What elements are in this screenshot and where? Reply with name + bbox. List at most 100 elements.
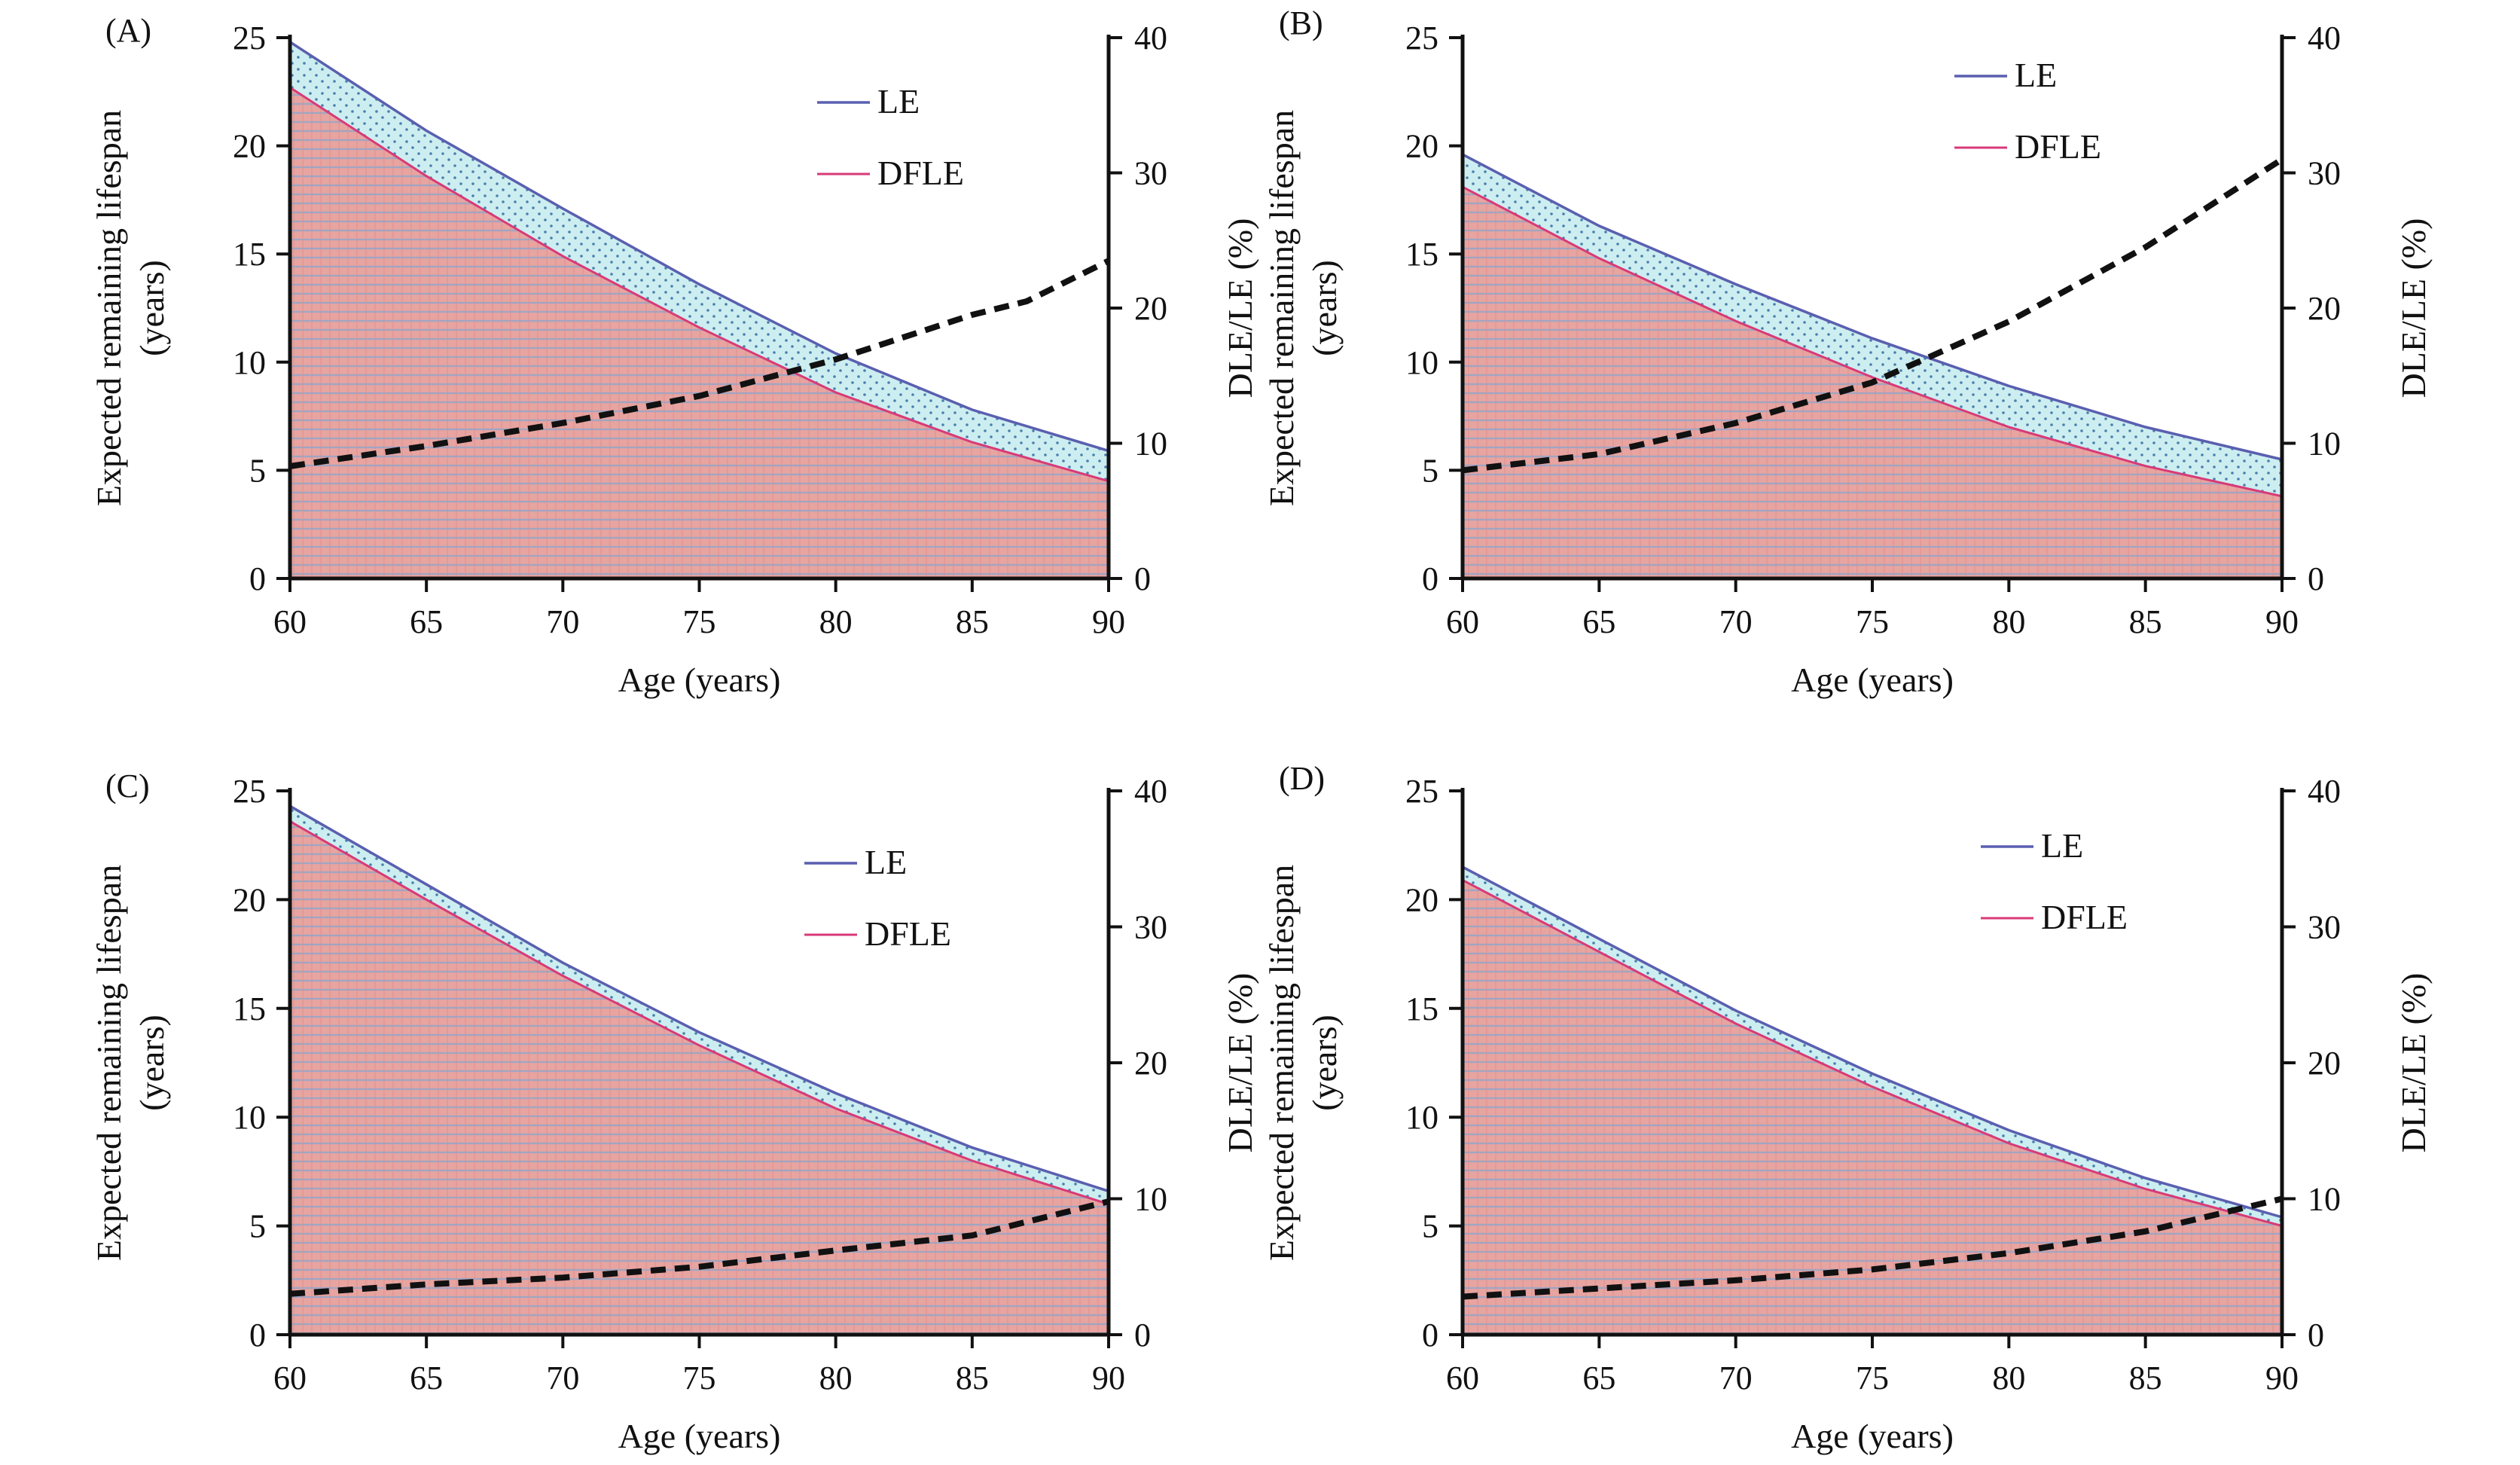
dfle-area xyxy=(290,87,1109,579)
y-tick-label: 5 xyxy=(249,1208,266,1245)
legend-dfle-label: DFLE xyxy=(865,914,951,953)
y2-tick-label: 40 xyxy=(2308,773,2341,810)
y-tick-label: 15 xyxy=(233,236,266,273)
legend-le-label: LE xyxy=(877,82,920,121)
x-tick-label: 75 xyxy=(1856,603,1889,640)
y-tick-label: 0 xyxy=(249,1317,266,1354)
le-line xyxy=(1462,153,2283,461)
x-tick-label: 65 xyxy=(410,1360,443,1396)
x-tick-label: 60 xyxy=(1446,1360,1479,1396)
y2-tick-label: 10 xyxy=(2308,1181,2341,1218)
x-tick-label: 90 xyxy=(2265,603,2299,640)
y2-axis-title: DLE/LE (%) xyxy=(2394,973,2433,1153)
y-tick-label: 5 xyxy=(1422,1208,1438,1245)
y2-tick-label: 0 xyxy=(1134,560,1151,597)
y2-tick-label: 0 xyxy=(2308,560,2324,597)
legend-dfle-label: DFLE xyxy=(2015,127,2101,166)
legend: LE DFLE xyxy=(1981,826,2128,936)
y-axis-title-line-2: (years) xyxy=(133,1015,171,1111)
y2-axis-title: DLE/LE (%) xyxy=(2394,218,2433,398)
y-axis-title-line-1: Expected remaining lifespan xyxy=(90,110,128,506)
x-tick-label: 65 xyxy=(1582,603,1615,640)
legend: LE DFLE xyxy=(817,82,964,192)
legend: LE DFLE xyxy=(804,843,951,953)
x-tick-label: 85 xyxy=(956,603,989,640)
y-tick-label: 15 xyxy=(1405,990,1438,1027)
y-tick-label: 5 xyxy=(1422,452,1438,489)
y-axis-title-line-2: (years) xyxy=(133,260,171,356)
x-tick-label: 80 xyxy=(1992,603,2025,640)
x-tick-label: 85 xyxy=(2129,603,2162,640)
x-tick-label: 60 xyxy=(1446,603,1479,640)
legend-le-label: LE xyxy=(865,843,907,881)
y-tick-label: 25 xyxy=(1405,20,1438,56)
y-tick-label: 20 xyxy=(233,128,266,165)
y2-tick-label: 30 xyxy=(1134,909,1167,946)
panel-label: (C) xyxy=(105,768,150,804)
y2-tick-label: 40 xyxy=(1134,773,1167,810)
y-axis-title-line-1: Expected remaining lifespan xyxy=(90,865,128,1261)
y-tick-label: 25 xyxy=(233,20,266,56)
x-axis-title: Age (years) xyxy=(1791,1417,1954,1455)
legend-dfle-label: DFLE xyxy=(2041,898,2128,936)
x-tick-label: 70 xyxy=(1719,1360,1753,1396)
legend-le-label: LE xyxy=(2041,826,2083,865)
le-line xyxy=(289,41,1109,453)
x-tick-label: 75 xyxy=(683,603,716,640)
x-tick-label: 60 xyxy=(273,603,307,640)
y2-tick-label: 20 xyxy=(2308,290,2341,327)
y2-tick-label: 30 xyxy=(1134,155,1167,192)
y-tick-label: 10 xyxy=(1405,344,1438,381)
x-tick-label: 85 xyxy=(2129,1360,2162,1396)
x-tick-label: 85 xyxy=(956,1360,989,1396)
x-axis-title: Age (years) xyxy=(1791,661,1954,699)
panel-label: (D) xyxy=(1279,760,1325,797)
x-axis-title: Age (years) xyxy=(618,661,781,699)
y-axis-title-line-2: (years) xyxy=(1305,260,1344,356)
y-tick-label: 10 xyxy=(233,1099,266,1136)
y-axis-title-line-2: (years) xyxy=(1305,1015,1344,1111)
y-tick-label: 0 xyxy=(249,560,266,597)
x-tick-label: 70 xyxy=(1719,603,1753,640)
legend-dfle-label: DFLE xyxy=(877,154,964,192)
y2-tick-label: 10 xyxy=(1134,1181,1167,1218)
x-tick-label: 90 xyxy=(1092,1360,1125,1396)
x-tick-label: 70 xyxy=(546,603,579,640)
le-line xyxy=(1462,865,2283,1219)
dfle-area xyxy=(290,821,1109,1335)
y-tick-label: 20 xyxy=(1405,128,1438,165)
y-tick-label: 0 xyxy=(1422,1317,1438,1354)
x-tick-label: 80 xyxy=(819,1360,853,1396)
panel-label: (A) xyxy=(105,12,151,49)
y-tick-label: 25 xyxy=(233,773,266,810)
y2-tick-label: 10 xyxy=(2308,426,2341,462)
y2-tick-label: 0 xyxy=(1134,1317,1151,1354)
legend-le-label: LE xyxy=(2015,56,2057,94)
x-tick-label: 80 xyxy=(819,603,853,640)
y2-tick-label: 0 xyxy=(2308,1317,2324,1354)
y2-tick-label: 20 xyxy=(1134,1045,1167,1082)
y-tick-label: 15 xyxy=(233,990,266,1027)
y-tick-label: 20 xyxy=(1405,881,1438,918)
y-tick-label: 15 xyxy=(1405,236,1438,273)
x-tick-label: 65 xyxy=(1582,1360,1615,1396)
legend: LE DFLE xyxy=(1954,56,2101,166)
dfle-line xyxy=(1462,879,2283,1228)
dfle-line xyxy=(289,86,1109,483)
y2-tick-label: 40 xyxy=(2308,20,2341,56)
x-tick-label: 70 xyxy=(546,1360,579,1396)
y-tick-label: 10 xyxy=(233,344,266,381)
dfle-line xyxy=(1462,185,2283,498)
x-tick-label: 65 xyxy=(410,603,443,640)
le-line xyxy=(289,804,1109,1193)
x-tick-label: 75 xyxy=(683,1360,716,1396)
y-tick-label: 25 xyxy=(1405,773,1438,810)
y2-tick-label: 40 xyxy=(1134,20,1167,56)
dle-le-ratio-line xyxy=(1462,1195,2283,1300)
panel-label: (B) xyxy=(1279,5,1323,41)
y2-axis-title: DLE/LE (%) xyxy=(1221,973,1259,1153)
x-tick-label: 60 xyxy=(273,1360,307,1396)
